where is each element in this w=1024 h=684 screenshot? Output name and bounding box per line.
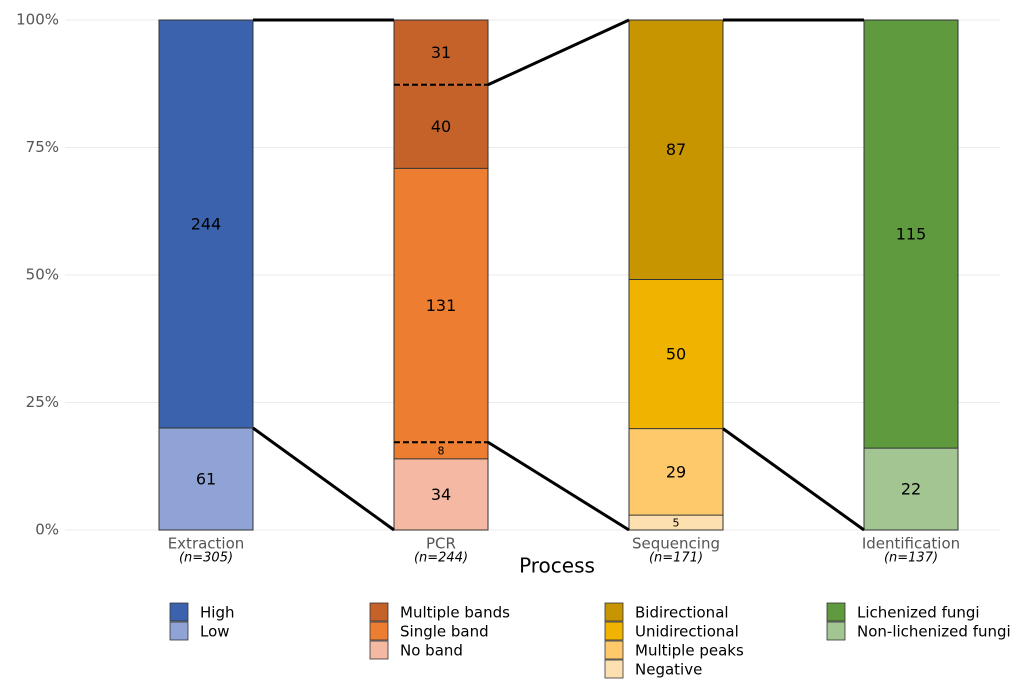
data-label: 61	[196, 470, 216, 489]
bar-segment	[394, 442, 488, 459]
y-tick-label: 50%	[26, 266, 59, 284]
legend-label: High	[200, 604, 234, 622]
legend-label: No band	[400, 642, 463, 660]
legend-label: Single band	[400, 623, 489, 641]
legend-label: Bidirectional	[635, 604, 729, 622]
legend-swatch	[169, 621, 189, 641]
legend-label: Negative	[635, 661, 702, 679]
data-label: 87	[666, 140, 686, 159]
data-label: 29	[666, 462, 686, 481]
x-axis-label: Process	[519, 554, 595, 578]
data-label: 31	[431, 43, 451, 62]
bar-segment	[394, 168, 488, 443]
x-tick-note: (n=171)	[649, 551, 703, 566]
data-label: 115	[896, 225, 927, 244]
x-tick-label: Identification	[862, 535, 960, 553]
bar-segment	[864, 20, 958, 449]
bar-outline	[628, 19, 724, 531]
legend-swatch	[169, 602, 189, 622]
data-label: 40	[431, 117, 451, 136]
flow-line	[487, 18, 630, 87]
bar-outline	[863, 19, 959, 531]
bar-segment	[629, 515, 723, 530]
legend-label: Multiple bands	[400, 604, 510, 622]
data-label: 131	[426, 296, 457, 315]
flow-line	[722, 427, 865, 532]
bar-segment	[629, 279, 723, 429]
x-tick-note: (n=244)	[414, 551, 468, 566]
data-label: 22	[901, 480, 921, 499]
bar-segment	[159, 428, 253, 530]
bar-segment	[864, 448, 958, 530]
legend-label: Multiple peaks	[635, 642, 744, 660]
legend-label: Lichenized fungi	[857, 604, 980, 622]
legend-swatch	[369, 602, 389, 622]
data-label: 50	[666, 345, 686, 364]
legend-swatch	[826, 602, 846, 622]
y-tick-label: 0%	[35, 521, 59, 539]
x-tick-note: (n=305)	[179, 551, 233, 566]
data-label: 34	[431, 485, 451, 504]
legend-label: Unidirectional	[635, 623, 739, 641]
legend-swatch	[604, 621, 624, 641]
x-tick-label: Extraction	[168, 535, 245, 553]
bar-segment	[394, 458, 488, 530]
legend-label: Non-lichenized fungi	[857, 623, 1011, 641]
x-tick-label: Sequencing	[632, 535, 720, 553]
bar-segment	[159, 20, 253, 428]
data-label: 244	[191, 215, 222, 234]
bar-segment	[394, 20, 488, 85]
legend-label: Low	[200, 623, 230, 641]
y-tick-label: 75%	[26, 138, 59, 156]
bar-segment	[394, 84, 488, 169]
bar-outline	[158, 19, 254, 531]
legend-swatch	[826, 621, 846, 641]
legend-swatch	[369, 621, 389, 641]
legend-swatch	[604, 659, 624, 679]
legend-swatch	[604, 602, 624, 622]
bar-segment	[629, 20, 723, 280]
flow-line	[487, 440, 630, 532]
data-label: 8	[438, 445, 445, 458]
x-tick-label: PCR	[426, 535, 456, 553]
flow-line	[252, 426, 395, 532]
data-label: 5	[673, 517, 680, 530]
bar-segment	[629, 428, 723, 516]
x-tick-note: (n=137)	[884, 551, 938, 566]
bar-outline	[393, 19, 489, 531]
legend-swatch	[604, 640, 624, 660]
y-tick-label: 100%	[16, 11, 59, 29]
y-tick-label: 25%	[26, 393, 59, 411]
legend-swatch	[369, 640, 389, 660]
